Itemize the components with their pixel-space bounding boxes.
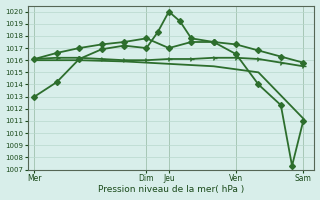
X-axis label: Pression niveau de la mer( hPa ): Pression niveau de la mer( hPa ) (98, 185, 244, 194)
